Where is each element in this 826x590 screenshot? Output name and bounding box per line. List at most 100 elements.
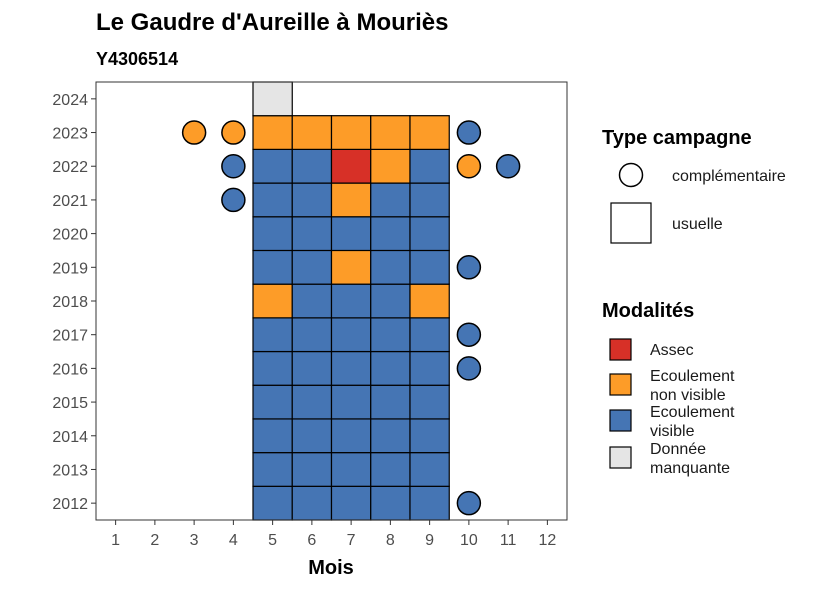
usual-cell-2015-6	[291, 384, 333, 420]
y-tick-label-2018: 2018	[52, 294, 88, 311]
legend-label-ecoulement_visible-line2: visible	[650, 423, 695, 440]
usual-cell-2016-6	[291, 350, 333, 386]
complementary-point-2017-10	[456, 322, 482, 347]
legend-swatch-donnee_manquante	[609, 446, 632, 469]
usual-cell-2012-5	[252, 485, 293, 521]
x-axis-title: Mois	[308, 557, 354, 579]
legend-modalites-title: Modalités	[602, 300, 694, 322]
y-tick-label-2016: 2016	[52, 361, 88, 378]
usual-cell-2014-8	[370, 418, 411, 454]
x-tick-label-12: 12	[538, 532, 556, 549]
usual-cell-2012-7	[330, 485, 372, 521]
y-tick-label-2023: 2023	[52, 126, 88, 143]
y-tick-label-2020: 2020	[52, 227, 88, 244]
usual-cell-2019-7	[330, 249, 372, 285]
usual-cell-2020-8	[370, 216, 411, 252]
usual-cell-2013-9	[409, 452, 450, 487]
usual-cell-2013-8	[370, 452, 411, 487]
chart-subtitle: Y4306514	[96, 49, 178, 69]
usual-cell-2022-6	[291, 148, 333, 184]
chart-marks	[95, 81, 568, 521]
usual-cell-2016-8	[370, 350, 411, 386]
usual-cell-2016-5	[252, 350, 293, 386]
y-tick-label-2022: 2022	[52, 159, 88, 176]
usual-cell-2015-9	[409, 384, 450, 420]
complementary-point-2012-10	[456, 490, 482, 516]
usual-cell-2021-7	[330, 182, 372, 218]
complementary-point-2016-10	[456, 356, 482, 381]
usual-cell-2014-5	[252, 418, 293, 454]
complementary-point-2022-10	[456, 153, 482, 179]
usual-cell-2015-7	[330, 384, 372, 420]
legend-type-label-1: usuelle	[672, 216, 723, 233]
x-axis: 1 2 3 4 5 6 7 8 9 10 11 12	[111, 520, 556, 549]
legend-label-donnee_manquante-line2: manquante	[650, 460, 730, 477]
y-tick-label-2015: 2015	[52, 395, 88, 412]
x-tick-label-7: 7	[347, 532, 356, 549]
legend-label-ecoulement_non_visible-line1: Ecoulement	[650, 368, 735, 385]
usual-cell-2021-8	[370, 182, 411, 218]
x-tick-label-5: 5	[268, 532, 277, 549]
x-tick-label-9: 9	[425, 532, 434, 549]
x-tick-label-10: 10	[460, 532, 478, 549]
legend-key-circle	[618, 162, 644, 188]
complementary-point-2023-3	[181, 120, 207, 145]
legend-label-ecoulement_visible-line1: Ecoulement	[650, 404, 735, 421]
usual-cell-2013-5	[252, 452, 293, 487]
x-tick-label-4: 4	[229, 532, 238, 549]
y-tick-label-2013: 2013	[52, 462, 88, 479]
legend-swatch-assec	[609, 338, 632, 361]
usual-cell-2021-5	[252, 182, 293, 218]
usual-cell-2023-6	[291, 115, 333, 150]
usual-cell-2018-8	[370, 283, 411, 319]
usual-cell-2012-9	[409, 485, 450, 521]
x-tick-label-1: 1	[111, 532, 120, 549]
usual-cell-2022-9	[409, 148, 450, 184]
usual-cell-2020-5	[252, 216, 293, 252]
y-tick-label-2024: 2024	[52, 92, 88, 109]
legend-type-title: Type campagne	[602, 127, 752, 149]
usual-cell-2018-6	[291, 283, 333, 319]
usual-cell-2020-6	[291, 216, 333, 252]
usual-cell-2023-8	[370, 115, 411, 150]
usual-cell-2012-6	[291, 485, 333, 521]
usual-cell-2015-8	[370, 384, 411, 420]
complementary-point-2021-4	[221, 187, 246, 213]
complementary-point-2019-10	[456, 255, 482, 280]
x-tick-label-6: 6	[307, 532, 316, 549]
y-tick-label-2014: 2014	[52, 429, 88, 446]
usual-cell-2020-9	[409, 216, 450, 252]
usual-cell-2023-7	[330, 115, 372, 150]
legend-type-campagne: Type campagne complémentaire usuelle	[602, 127, 786, 244]
legend-key-square	[610, 202, 652, 244]
usual-cell-2018-5	[252, 283, 293, 319]
legend-swatch-ecoulement_non_visible	[609, 373, 632, 396]
usual-cell-2020-7	[330, 216, 372, 252]
usual-cell-2019-9	[409, 249, 450, 285]
complementary-point-2022-4	[221, 153, 246, 179]
legend-label-donnee_manquante-line1: Donnée	[650, 441, 706, 458]
usual-cell-2019-8	[370, 249, 411, 285]
usual-cell-2023-5	[252, 115, 293, 150]
usual-cell-2021-6	[291, 182, 333, 218]
y-axis: 2012 2013 2014 2015 2016 2017 2018 2019 2020 2021…	[52, 92, 96, 513]
usual-cell-2017-6	[291, 317, 333, 353]
chart-title: Le Gaudre d'Aureille à Mouriès	[96, 9, 448, 36]
y-tick-label-2017: 2017	[52, 328, 88, 345]
usual-cell-2017-9	[409, 317, 450, 353]
usual-cell-2019-6	[291, 249, 333, 285]
usual-cell-2014-7	[330, 418, 372, 454]
x-tick-label-3: 3	[190, 532, 199, 549]
complementary-point-2022-11	[495, 153, 521, 179]
y-tick-label-2012: 2012	[52, 496, 88, 513]
usual-cell-2022-5	[252, 148, 293, 184]
usual-cell-2018-7	[330, 283, 372, 319]
usual-cell-2019-5	[252, 249, 293, 285]
usual-cell-2017-8	[370, 317, 411, 353]
usual-cell-2023-9	[409, 115, 450, 150]
usual-cell-2013-6	[291, 452, 333, 487]
x-tick-label-2: 2	[150, 532, 159, 549]
usual-cell-2021-9	[409, 182, 450, 218]
